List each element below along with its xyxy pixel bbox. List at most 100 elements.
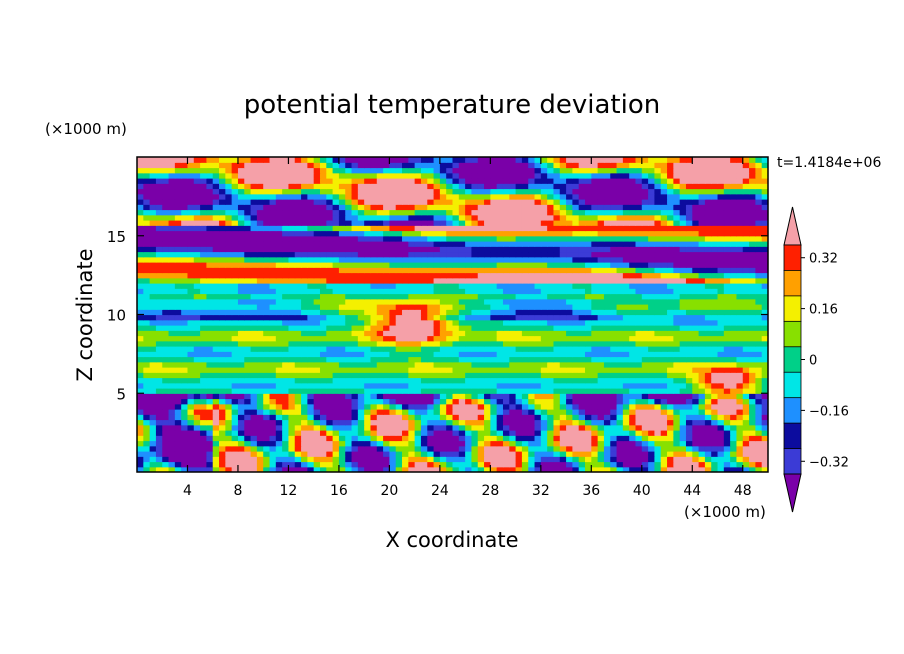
field-cell bbox=[301, 209, 308, 216]
field-cell bbox=[622, 288, 630, 295]
field-cell bbox=[149, 209, 157, 216]
field-cell bbox=[301, 361, 308, 368]
field-cell bbox=[351, 251, 359, 258]
field-cell bbox=[597, 361, 605, 368]
field-cell bbox=[471, 283, 479, 289]
field-cell bbox=[338, 230, 346, 237]
field-cell bbox=[155, 340, 163, 347]
field-cell bbox=[326, 388, 334, 394]
field-cell bbox=[282, 451, 290, 457]
field-cell bbox=[275, 346, 283, 352]
field-cell bbox=[610, 388, 618, 394]
field-cell bbox=[540, 419, 548, 426]
field-cell bbox=[395, 435, 403, 442]
field-cell bbox=[761, 440, 768, 447]
field-cell bbox=[389, 209, 397, 216]
field-cell bbox=[578, 235, 586, 242]
field-cell bbox=[301, 288, 308, 295]
field-cell bbox=[648, 430, 656, 436]
field-cell bbox=[648, 388, 656, 394]
field-cell bbox=[452, 230, 460, 237]
field-cell bbox=[212, 230, 220, 237]
field-cell bbox=[679, 251, 687, 258]
field-cell bbox=[698, 419, 706, 426]
field-cell bbox=[301, 256, 308, 263]
field-cell bbox=[244, 451, 252, 457]
field-cell bbox=[711, 277, 719, 284]
field-cell bbox=[755, 440, 763, 447]
field-cell bbox=[155, 241, 163, 247]
field-cell bbox=[698, 367, 706, 373]
field-cell bbox=[237, 461, 245, 468]
field-cell bbox=[307, 277, 315, 284]
field-cell bbox=[679, 451, 687, 457]
field-cell bbox=[402, 466, 409, 472]
field-cell bbox=[402, 220, 409, 226]
field-cell bbox=[446, 346, 454, 352]
field-cell bbox=[269, 388, 277, 394]
field-cell bbox=[641, 325, 649, 331]
field-cell bbox=[263, 409, 271, 415]
field-cell bbox=[420, 340, 428, 347]
field-cell bbox=[319, 382, 327, 389]
field-cell bbox=[515, 225, 523, 232]
field-cell bbox=[477, 377, 485, 384]
field-cell bbox=[685, 314, 693, 321]
field-cell bbox=[635, 293, 643, 300]
field-cell bbox=[458, 430, 466, 436]
field-cell bbox=[553, 235, 561, 242]
field-cell bbox=[301, 277, 308, 284]
field-cell bbox=[345, 314, 353, 321]
field-cell bbox=[439, 283, 447, 289]
field-cell bbox=[641, 309, 649, 316]
field-cell bbox=[395, 346, 403, 352]
field-cell bbox=[162, 293, 170, 300]
field-cell bbox=[736, 346, 744, 352]
field-cell bbox=[723, 409, 731, 415]
field-cell bbox=[597, 246, 605, 253]
field-cell bbox=[673, 309, 681, 316]
field-cell bbox=[326, 440, 334, 447]
field-cell bbox=[667, 314, 674, 321]
field-cell bbox=[622, 272, 630, 279]
field-cell bbox=[616, 262, 624, 268]
field-cell bbox=[294, 267, 302, 274]
field-cell bbox=[149, 340, 157, 347]
field-cell bbox=[402, 398, 409, 405]
field-cell bbox=[616, 293, 624, 300]
field-cell bbox=[465, 251, 473, 258]
field-cell bbox=[635, 461, 643, 468]
field-cell bbox=[660, 209, 668, 216]
field-cell bbox=[730, 356, 738, 363]
field-cell bbox=[319, 214, 327, 221]
field-cell bbox=[559, 388, 567, 394]
field-cell bbox=[591, 246, 599, 253]
field-cell bbox=[496, 430, 504, 436]
field-cell bbox=[219, 372, 226, 379]
field-cell bbox=[490, 314, 498, 321]
field-cell bbox=[629, 262, 637, 268]
field-cell bbox=[294, 241, 302, 247]
field-cell bbox=[338, 388, 346, 394]
field-cell bbox=[553, 356, 561, 363]
field-cell bbox=[477, 330, 485, 337]
field-cell bbox=[212, 461, 220, 468]
field-cell bbox=[515, 445, 523, 452]
field-cell bbox=[509, 424, 517, 431]
field-cell bbox=[730, 314, 738, 321]
field-cell bbox=[433, 356, 441, 363]
field-cell bbox=[433, 419, 441, 426]
field-cell bbox=[168, 335, 176, 342]
field-cell bbox=[679, 367, 687, 373]
field-cell bbox=[420, 335, 428, 342]
field-cell bbox=[723, 319, 731, 326]
field-cell bbox=[515, 314, 523, 321]
field-cell bbox=[319, 309, 327, 316]
field-cell bbox=[181, 361, 189, 368]
field-cell bbox=[559, 235, 567, 242]
field-cell bbox=[547, 388, 555, 394]
field-cell bbox=[465, 456, 473, 463]
field-cell bbox=[585, 440, 592, 447]
field-cell bbox=[755, 340, 763, 347]
field-cell bbox=[723, 293, 731, 300]
